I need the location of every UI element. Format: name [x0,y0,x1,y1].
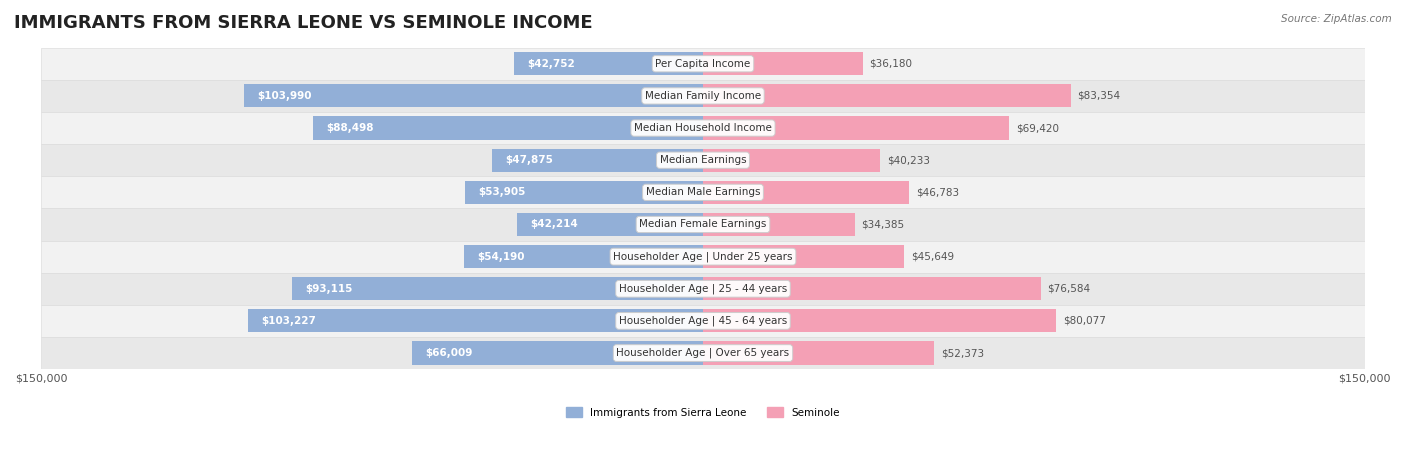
Text: Householder Age | 45 - 64 years: Householder Age | 45 - 64 years [619,316,787,326]
FancyBboxPatch shape [41,80,1365,112]
Bar [703,149,880,172]
Bar [703,181,910,204]
FancyBboxPatch shape [41,176,1365,208]
Text: $34,385: $34,385 [862,219,904,229]
Bar [703,85,1071,107]
FancyBboxPatch shape [41,273,1365,305]
Bar [517,213,703,236]
Text: $103,227: $103,227 [262,316,316,326]
Bar [412,341,703,365]
FancyBboxPatch shape [41,305,1365,337]
Bar [247,309,703,333]
Text: Median Earnings: Median Earnings [659,155,747,165]
Bar [703,245,904,268]
FancyBboxPatch shape [41,337,1365,369]
Text: $36,180: $36,180 [869,59,912,69]
Text: Source: ZipAtlas.com: Source: ZipAtlas.com [1281,14,1392,24]
FancyBboxPatch shape [41,241,1365,273]
Text: Median Female Earnings: Median Female Earnings [640,219,766,229]
Text: $103,990: $103,990 [257,91,312,101]
Bar [703,309,1056,333]
Text: $83,354: $83,354 [1077,91,1121,101]
Bar [245,85,703,107]
Text: $54,190: $54,190 [477,252,524,262]
Text: Median Household Income: Median Household Income [634,123,772,133]
Text: $52,373: $52,373 [941,348,984,358]
Text: Median Family Income: Median Family Income [645,91,761,101]
Text: $45,649: $45,649 [911,252,955,262]
Text: Median Male Earnings: Median Male Earnings [645,187,761,198]
Text: $47,875: $47,875 [505,155,553,165]
Bar [292,277,703,300]
Bar [703,341,934,365]
Text: $76,584: $76,584 [1047,284,1091,294]
Bar [465,181,703,204]
Bar [703,277,1040,300]
Bar [464,245,703,268]
Text: Householder Age | Over 65 years: Householder Age | Over 65 years [616,348,790,358]
FancyBboxPatch shape [41,48,1365,80]
Bar [703,52,863,75]
Text: $88,498: $88,498 [326,123,374,133]
FancyBboxPatch shape [41,144,1365,176]
Text: $40,233: $40,233 [887,155,931,165]
Text: Householder Age | 25 - 44 years: Householder Age | 25 - 44 years [619,283,787,294]
Text: $42,752: $42,752 [527,59,575,69]
Text: $66,009: $66,009 [425,348,472,358]
Text: $42,214: $42,214 [530,219,578,229]
Text: IMMIGRANTS FROM SIERRA LEONE VS SEMINOLE INCOME: IMMIGRANTS FROM SIERRA LEONE VS SEMINOLE… [14,14,593,32]
Text: $53,905: $53,905 [478,187,526,198]
Bar [515,52,703,75]
FancyBboxPatch shape [41,112,1365,144]
Bar [703,116,1010,140]
Bar [492,149,703,172]
Text: $46,783: $46,783 [915,187,959,198]
Bar [312,116,703,140]
Text: $93,115: $93,115 [305,284,353,294]
Legend: Immigrants from Sierra Leone, Seminole: Immigrants from Sierra Leone, Seminole [562,403,844,422]
Bar [703,213,855,236]
Text: $69,420: $69,420 [1017,123,1059,133]
FancyBboxPatch shape [41,208,1365,241]
Text: $80,077: $80,077 [1063,316,1105,326]
Text: Per Capita Income: Per Capita Income [655,59,751,69]
Text: Householder Age | Under 25 years: Householder Age | Under 25 years [613,251,793,262]
